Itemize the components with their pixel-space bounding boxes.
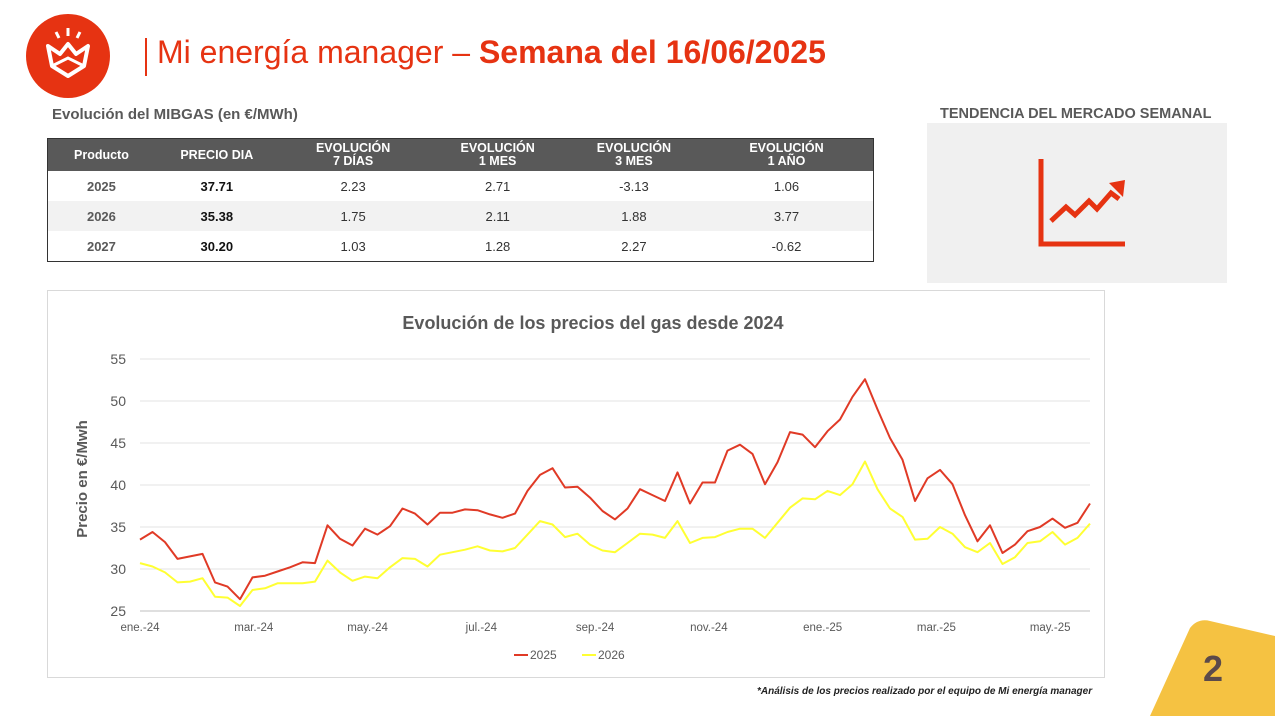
cell-evo-7d: 1.75: [278, 201, 428, 231]
cell-price: 37.71: [200, 178, 234, 194]
cell-evo-3m: 1.88: [567, 201, 700, 231]
col-header: PRECIO DIA: [154, 138, 279, 171]
col-header: EVOLUCIÓN 1 MES: [427, 138, 568, 171]
col-header-sublabel: 1 AÑO: [767, 154, 806, 168]
col-header-sublabel: 1 MES: [478, 154, 517, 168]
cell-evo-3m: -3.13: [619, 178, 649, 194]
cell-price: 35.38: [154, 201, 279, 231]
col-header: EVOLUCIÓN 7 DÍAS: [278, 138, 428, 171]
y-tick-label: 25: [110, 603, 126, 619]
cell-product: 2027: [86, 238, 116, 254]
x-tick-label: may.-25: [1030, 622, 1071, 634]
page-title: Mi energía manager – Semana del 16/06/20…: [157, 34, 826, 71]
x-tick-label: ene.-24: [120, 622, 160, 634]
chart-title: Evolución de los precios del gas desde 2…: [402, 313, 783, 333]
cell-evo-1m: 2.71: [484, 178, 511, 194]
chart-svg: Evolución de los precios del gas desde 2…: [74, 313, 1091, 662]
x-tick-label: mar.-25: [917, 622, 956, 634]
series-line-2026: [139, 460, 1091, 607]
legend-label: 2025: [530, 648, 557, 662]
cell-evo-1y: -0.62: [771, 238, 802, 254]
x-tick-label: mar.-24: [234, 622, 274, 634]
cell-product: 2025: [86, 178, 116, 194]
x-tick-label: nov.-24: [690, 622, 728, 634]
y-axis-label: Precio en €/Mwh: [74, 420, 91, 538]
x-tick-label: jul.-24: [465, 622, 498, 634]
y-tick-label: 45: [110, 435, 126, 451]
legend-label: 2026: [598, 648, 625, 662]
cell-evo-1m: 2.11: [427, 201, 568, 231]
col-header-label: EVOLUCIÓN: [596, 141, 672, 155]
cell-product: 2026: [47, 201, 155, 231]
x-tick-label: may.-24: [347, 622, 388, 634]
mibgas-label: Evolución del MIBGAS (en €/MWh): [52, 106, 298, 123]
shield-logo-icon: [46, 28, 90, 78]
brand-logo: [26, 14, 110, 98]
series-line-2025: [139, 378, 1091, 601]
col-header: EVOLUCIÓN 3 MES: [567, 138, 700, 171]
table-row: 2025 37.71 2.23 2.71 -3.13 1.06: [48, 171, 874, 201]
col-header-label: PRECIO DIA: [180, 147, 254, 162]
y-tick-label: 35: [110, 519, 126, 535]
col-header-label: EVOLUCIÓN: [460, 141, 535, 155]
x-tick-label: ene.-25: [803, 622, 842, 634]
col-header-label: Producto: [74, 147, 129, 162]
cell-evo-7d: 1.03: [340, 238, 366, 254]
col-header: Producto: [47, 138, 155, 171]
col-header-label: EVOLUCIÓN: [315, 141, 391, 155]
table-row: 2027 30.20 1.03 1.28 2.27 -0.62: [48, 231, 874, 262]
table-header-row: Producto PRECIO DIA EVOLUCIÓN 7 DÍAS EVOL…: [47, 138, 874, 171]
cell-evo-7d: 2.23: [340, 178, 366, 194]
cell-evo-1y: 1.06: [773, 178, 800, 194]
cell-evo-3m: 2.27: [621, 238, 647, 254]
trend-title: TENDENCIA DEL MERCADO SEMANAL: [940, 106, 1212, 122]
y-tick-label: 50: [110, 393, 126, 409]
col-header: EVOLUCIÓN 1 AÑO: [700, 138, 874, 171]
y-tick-label: 55: [110, 351, 126, 367]
x-tick-label: sep.-24: [576, 622, 615, 634]
cell-price: 30.20: [200, 238, 234, 254]
trend-up-icon: [1038, 159, 1125, 247]
mibgas-table: Producto PRECIO DIA EVOLUCIÓN 7 DÍAS EVOL…: [47, 138, 874, 262]
title-divider: [145, 38, 147, 76]
title-brand: Mi energía manager –: [157, 34, 479, 70]
cell-evo-1y: 3.77: [700, 201, 874, 231]
table-row: 2026 35.38 1.75 2.11 1.88 3.77: [47, 201, 874, 231]
col-header-sublabel: 7 DÍAS: [332, 154, 374, 168]
page-badge: [1150, 620, 1275, 716]
y-tick-label: 30: [110, 561, 126, 577]
cell-evo-1m: 1.28: [484, 238, 511, 254]
gas-price-chart: Evolución de los precios del gas desde 2…: [47, 290, 1105, 678]
title-week: Semana del 16/06/2025: [478, 34, 826, 70]
y-tick-label: 40: [110, 477, 126, 493]
col-header-sublabel: 3 MES: [615, 154, 653, 168]
col-header-label: EVOLUCIÓN: [749, 141, 824, 155]
trend-panel: [927, 123, 1227, 283]
page-number: 2: [1203, 648, 1224, 689]
footnote: *Análisis de los precios realizado por e…: [757, 686, 1093, 697]
